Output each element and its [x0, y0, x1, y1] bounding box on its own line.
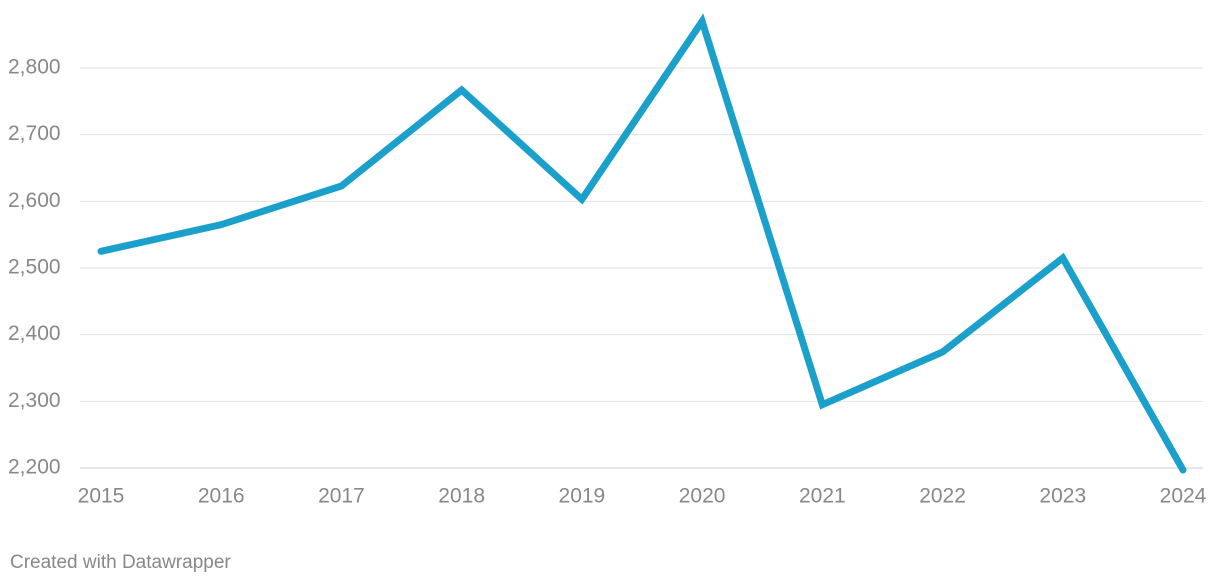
y-tick-label: 2,200: [8, 456, 61, 479]
footer: Created with Datawrapper: [10, 552, 231, 573]
x-tick-label: 2018: [438, 485, 485, 508]
x-tick-label: 2016: [198, 485, 245, 508]
x-tick-label: 2015: [78, 485, 125, 508]
y-tick-label: 2,300: [8, 389, 61, 412]
x-tick-label: 2017: [318, 485, 365, 508]
x-tick-label: 2023: [1039, 485, 1086, 508]
y-tick-label: 2,700: [8, 122, 61, 145]
x-tick-label: 2024: [1160, 485, 1207, 508]
x-tick-label: 2019: [559, 485, 606, 508]
y-tick-label: 2,600: [8, 189, 61, 212]
y-tick-label: 2,400: [8, 322, 61, 345]
x-tick-label: 2020: [679, 485, 726, 508]
x-tick-label: 2021: [799, 485, 846, 508]
data-line: [97, 13, 1187, 474]
y-tick-label: 2,800: [8, 56, 61, 79]
y-tick-label: 2,500: [8, 256, 61, 279]
x-tick-label: 2022: [919, 485, 966, 508]
